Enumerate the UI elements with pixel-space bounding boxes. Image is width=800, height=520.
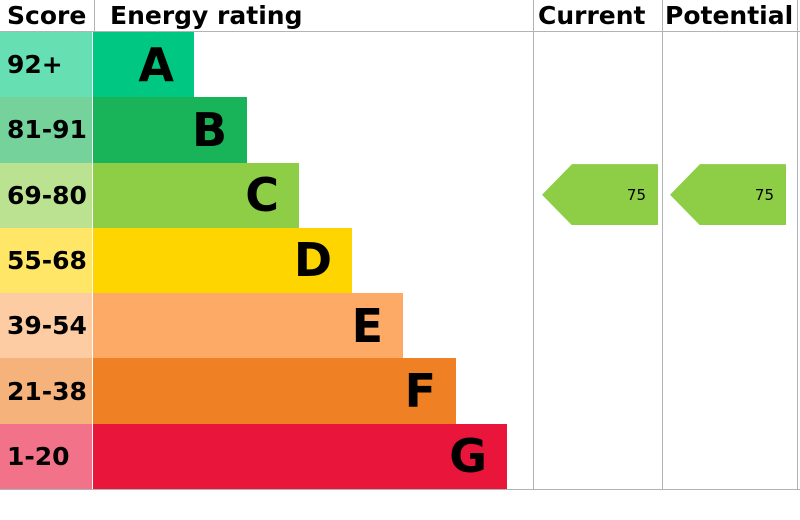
- band-row-c: 69-80 C: [0, 162, 800, 228]
- score-range-b: 81-91: [0, 97, 93, 163]
- rating-bar-g: G: [93, 423, 507, 489]
- chart-bottom-border-line: [0, 489, 800, 490]
- rating-bands: 92+ A 81-91 B 69-80 C 55-68 D 39-54 E 21-38 F 1-20 G: [0, 32, 800, 489]
- score-range-f: 21-38: [0, 358, 93, 424]
- header-bottom-border-line: [0, 31, 800, 32]
- potential-column-header: Potential: [665, 1, 794, 30]
- score-range-d: 55-68: [0, 227, 93, 294]
- current-column-header: Current: [538, 1, 646, 30]
- score-range-a: 92+: [0, 32, 93, 98]
- band-row-g: 1-20 G: [0, 423, 800, 489]
- band-row-b: 81-91 B: [0, 97, 800, 163]
- chart-header-row: Score Energy rating Current Potential: [0, 0, 800, 31]
- band-row-d: 55-68 D: [0, 227, 800, 294]
- score-rating-divider-line: [94, 0, 95, 31]
- rating-bar-d: D: [93, 227, 352, 294]
- score-range-e: 39-54: [0, 293, 93, 359]
- score-range-c: 69-80: [0, 162, 93, 228]
- rating-bar-f: F: [93, 358, 456, 424]
- band-row-f: 21-38 F: [0, 358, 800, 424]
- band-row-e: 39-54 E: [0, 293, 800, 359]
- rating-bar-e: E: [93, 293, 403, 359]
- rating-current-divider-line: [533, 0, 534, 490]
- rating-bar-a: A: [93, 32, 194, 98]
- current-potential-divider-line: [662, 0, 663, 490]
- potential-rating-arrow: 75: [670, 164, 786, 226]
- score-range-g: 1-20: [0, 423, 93, 489]
- rating-bar-b: B: [93, 97, 247, 163]
- current-rating-value: 75: [626, 185, 646, 204]
- band-row-a: 92+ A: [0, 32, 800, 98]
- energy-rating-column-header: Energy rating: [110, 1, 303, 30]
- score-column-header: Score: [7, 1, 87, 30]
- right-border-line: [797, 0, 798, 490]
- potential-rating-value: 75: [754, 185, 774, 204]
- rating-bar-c: C: [93, 162, 299, 228]
